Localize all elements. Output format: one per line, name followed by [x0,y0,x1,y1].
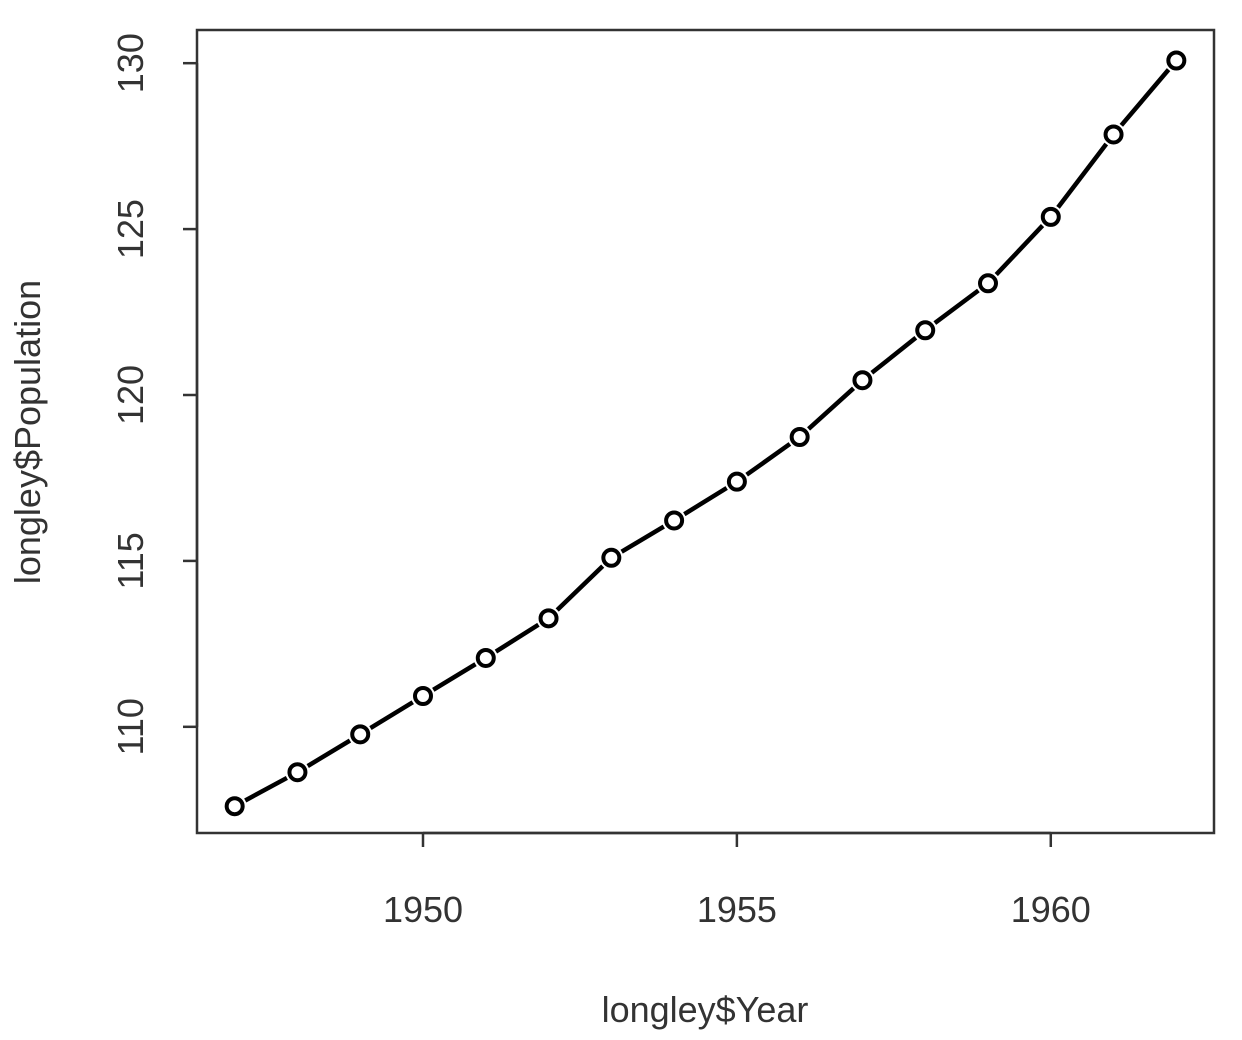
data-point [915,320,936,341]
line-segment [306,738,352,768]
line-segment [807,386,856,431]
y-tick-label: 130 [110,33,151,93]
x-tick-label: 1955 [697,889,777,930]
data-point [852,370,873,391]
data-point [224,796,245,817]
line-segment [494,622,540,654]
series-population [224,50,1187,817]
line-segment [870,336,918,375]
data-point [1166,50,1187,71]
x-tick-label: 1960 [1011,889,1091,930]
x-tick-label: 1950 [383,889,463,930]
line-segment [933,288,980,325]
line-segment [555,564,605,612]
data-point [538,608,559,629]
y-axis: 110 115 120 125 130 [110,33,199,756]
plot-frame [195,28,1216,835]
data-point [726,471,747,492]
y-tick-label: 110 [110,698,151,755]
y-axis-label: longley$Population [7,280,48,584]
data-point [287,762,308,783]
data-point [475,647,496,668]
line-segment [432,662,477,692]
data-point [789,427,810,448]
line-segment [620,524,665,554]
data-point [1103,124,1124,145]
y-tick-label: 120 [110,365,151,425]
line-segment [745,442,792,477]
data-point [664,510,685,531]
line-segment [1119,68,1171,127]
line-segment [683,486,728,517]
data-point [350,724,371,745]
line-segment [994,224,1045,277]
data-point [413,685,433,706]
y-tick-label: 125 [110,199,151,259]
x-axis-label: longley$Year [602,989,809,1030]
line-segment [369,700,414,731]
data-point [601,547,622,568]
line-segment [244,775,288,803]
y-tick-label: 115 [110,532,151,589]
data-point [978,273,998,294]
x-axis: 1950 1955 1960 [383,831,1091,930]
data-point [1040,206,1061,227]
line-segment [1056,142,1109,209]
